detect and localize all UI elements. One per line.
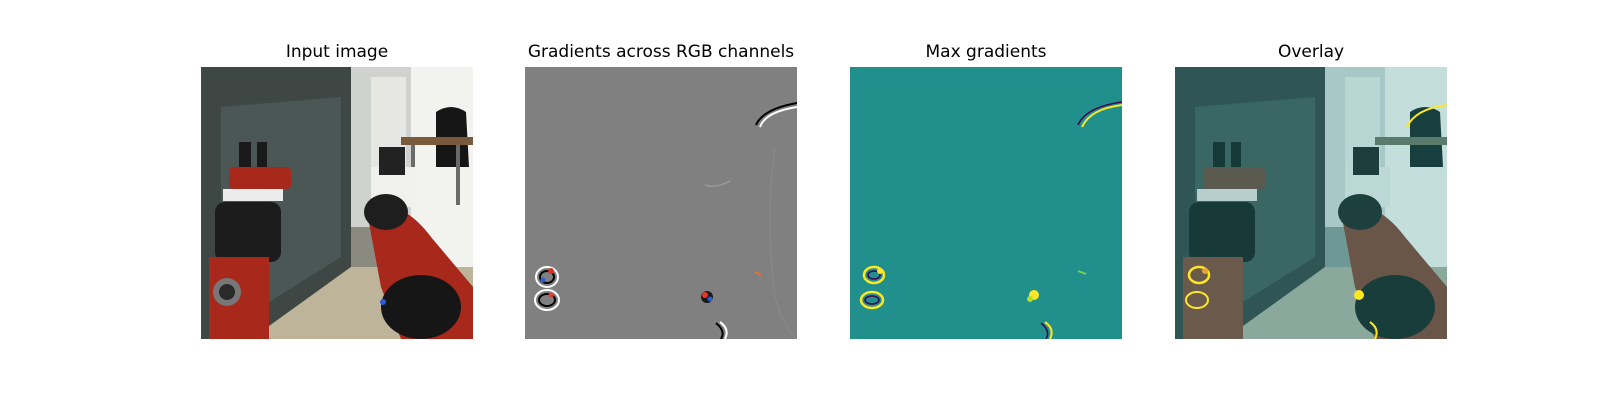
- panel-title-overlay: Overlay: [1277, 42, 1345, 62]
- panel-input-image: Input image: [201, 0, 473, 400]
- rgb-gradients-graphic: [525, 67, 797, 339]
- panel-overlay: Overlay: [1175, 0, 1447, 400]
- overlay-graphic: [1175, 67, 1447, 339]
- max-gradients-graphic: [850, 67, 1122, 339]
- panel-title-input-image: Input image: [285, 42, 389, 62]
- panel-title-rgb-gradients: Gradients across RGB channels: [527, 42, 795, 62]
- input-image-graphic: [201, 67, 473, 339]
- panel-title-max-gradients: Max gradients: [925, 42, 1047, 62]
- panel-rgb-gradients: Gradients across RGB channels: [525, 0, 797, 400]
- overlay-image: [1175, 67, 1447, 339]
- input-image: [201, 67, 473, 339]
- panel-max-gradients: Max gradients: [850, 0, 1122, 400]
- max-gradients-image: [850, 67, 1122, 339]
- rgb-gradients-image: [525, 67, 797, 339]
